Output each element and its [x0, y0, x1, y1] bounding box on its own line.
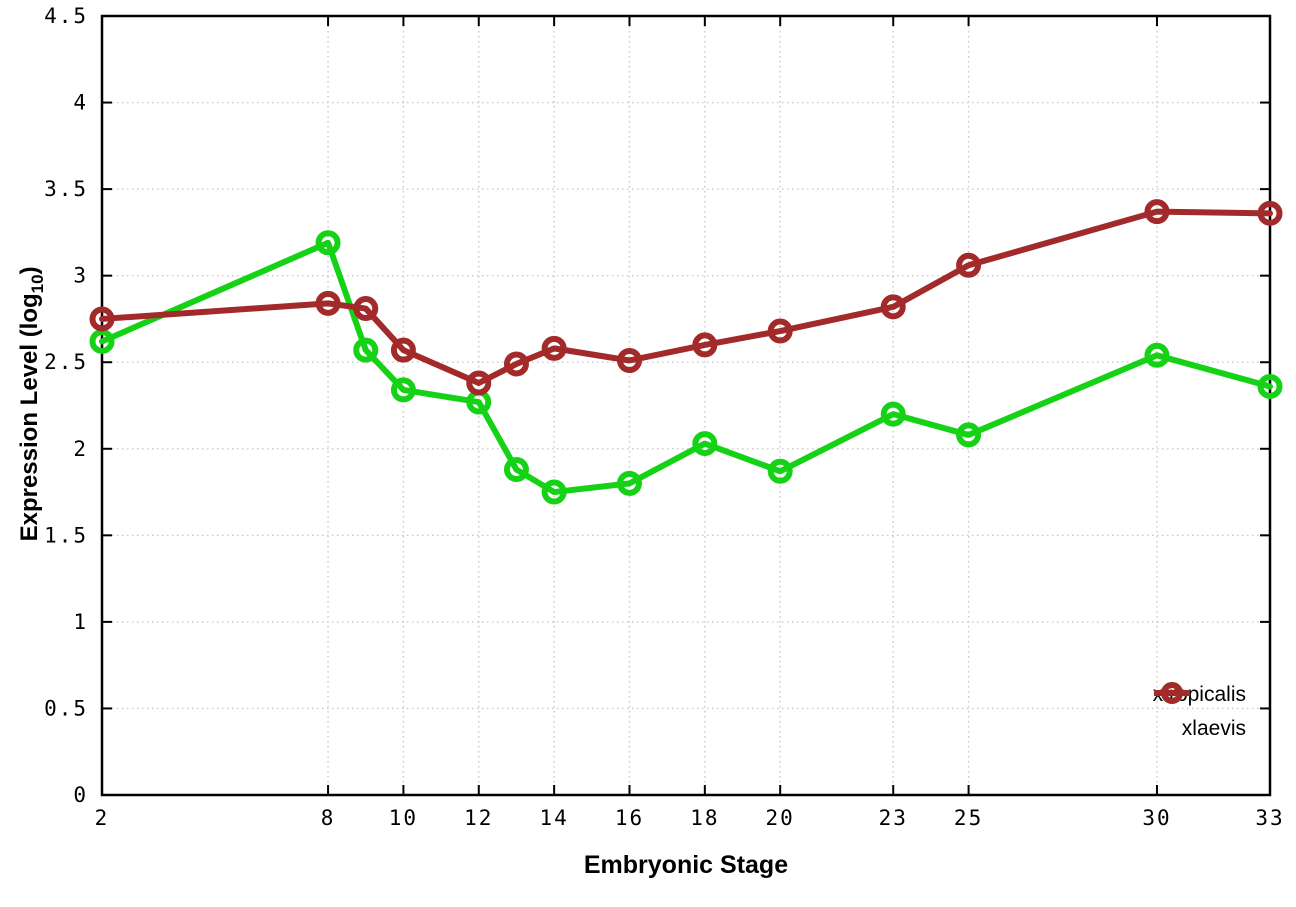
series-line-xlaevis	[99, 208, 1273, 386]
x-tick-label: 25	[954, 806, 983, 830]
y-axis-title-text: Expression Level (log	[16, 293, 44, 542]
y-tick-label: 3.5	[44, 177, 88, 201]
y-tick-label: 4	[73, 91, 88, 115]
legend-marker-icon-xlaevis	[1153, 682, 1190, 704]
data-point-xtropicalis	[89, 328, 115, 354]
x-tick-label: 23	[879, 806, 908, 830]
data-point-xtropicalis	[390, 377, 416, 403]
data-point-xtropicalis	[541, 479, 567, 505]
y-tick-label: 2	[73, 437, 88, 461]
y-tick-label: 4.5	[44, 4, 88, 28]
y-tick-label: 2.5	[44, 350, 88, 374]
legend-label-xlaevis: xlaevis	[1181, 717, 1246, 740]
data-point-xlaevis	[353, 296, 379, 322]
series-line-xtropicalis	[99, 239, 1273, 496]
y-axis-title: Expression Level (log10)	[16, 184, 48, 624]
data-point-xlaevis	[956, 252, 982, 278]
x-tick-label: 16	[615, 806, 644, 830]
data-point-xlaevis	[767, 318, 793, 344]
data-point-xtropicalis	[1144, 342, 1170, 368]
y-tick-label: 0.5	[44, 696, 88, 720]
data-point-xlaevis	[1144, 199, 1170, 225]
x-tick-label: 8	[321, 806, 336, 830]
y-tick-label: 0	[73, 783, 88, 807]
x-tick-label: 30	[1142, 806, 1171, 830]
y-tick-label: 1	[73, 610, 88, 634]
x-tick-label: 10	[389, 806, 418, 830]
data-point-xlaevis	[692, 332, 718, 358]
data-point-xtropicalis	[616, 470, 642, 496]
data-point-xtropicalis	[315, 230, 341, 256]
data-point-xtropicalis	[1257, 373, 1283, 399]
legend: xtropicalis xlaevis	[1153, 680, 1256, 744]
x-axis-title: Embryonic Stage	[583, 851, 789, 879]
data-point-xtropicalis	[503, 457, 529, 483]
y-axis-title-suffix: )	[16, 266, 44, 275]
data-point-xlaevis	[466, 370, 492, 396]
data-point-xlaevis	[880, 294, 906, 320]
data-point-xtropicalis	[353, 337, 379, 363]
x-tick-label: 14	[539, 806, 568, 830]
x-tick-label: 2	[95, 806, 110, 830]
x-tick-label: 18	[690, 806, 719, 830]
data-point-xlaevis	[1257, 200, 1283, 226]
data-point-xlaevis	[541, 335, 567, 361]
data-point-xtropicalis	[880, 401, 906, 427]
plot-border	[100, 14, 1272, 797]
data-point-xtropicalis	[692, 431, 718, 457]
x-tick-label: 12	[464, 806, 493, 830]
legend-row-xlaevis: xlaevis	[1153, 682, 1256, 744]
y-tick-label: 1.5	[44, 523, 88, 547]
data-point-xlaevis	[315, 290, 341, 316]
data-point-xlaevis	[390, 337, 416, 363]
data-point-xlaevis	[616, 347, 642, 373]
y-axis-title-subscript: 10	[27, 274, 47, 294]
data-point-xlaevis	[503, 351, 529, 377]
y-tick-label: 3	[73, 264, 88, 288]
data-point-xlaevis	[89, 306, 115, 332]
x-tick-label: 20	[766, 806, 795, 830]
data-point-xtropicalis	[767, 458, 793, 484]
x-tick-label: 33	[1255, 806, 1284, 830]
data-point-xtropicalis	[956, 422, 982, 448]
